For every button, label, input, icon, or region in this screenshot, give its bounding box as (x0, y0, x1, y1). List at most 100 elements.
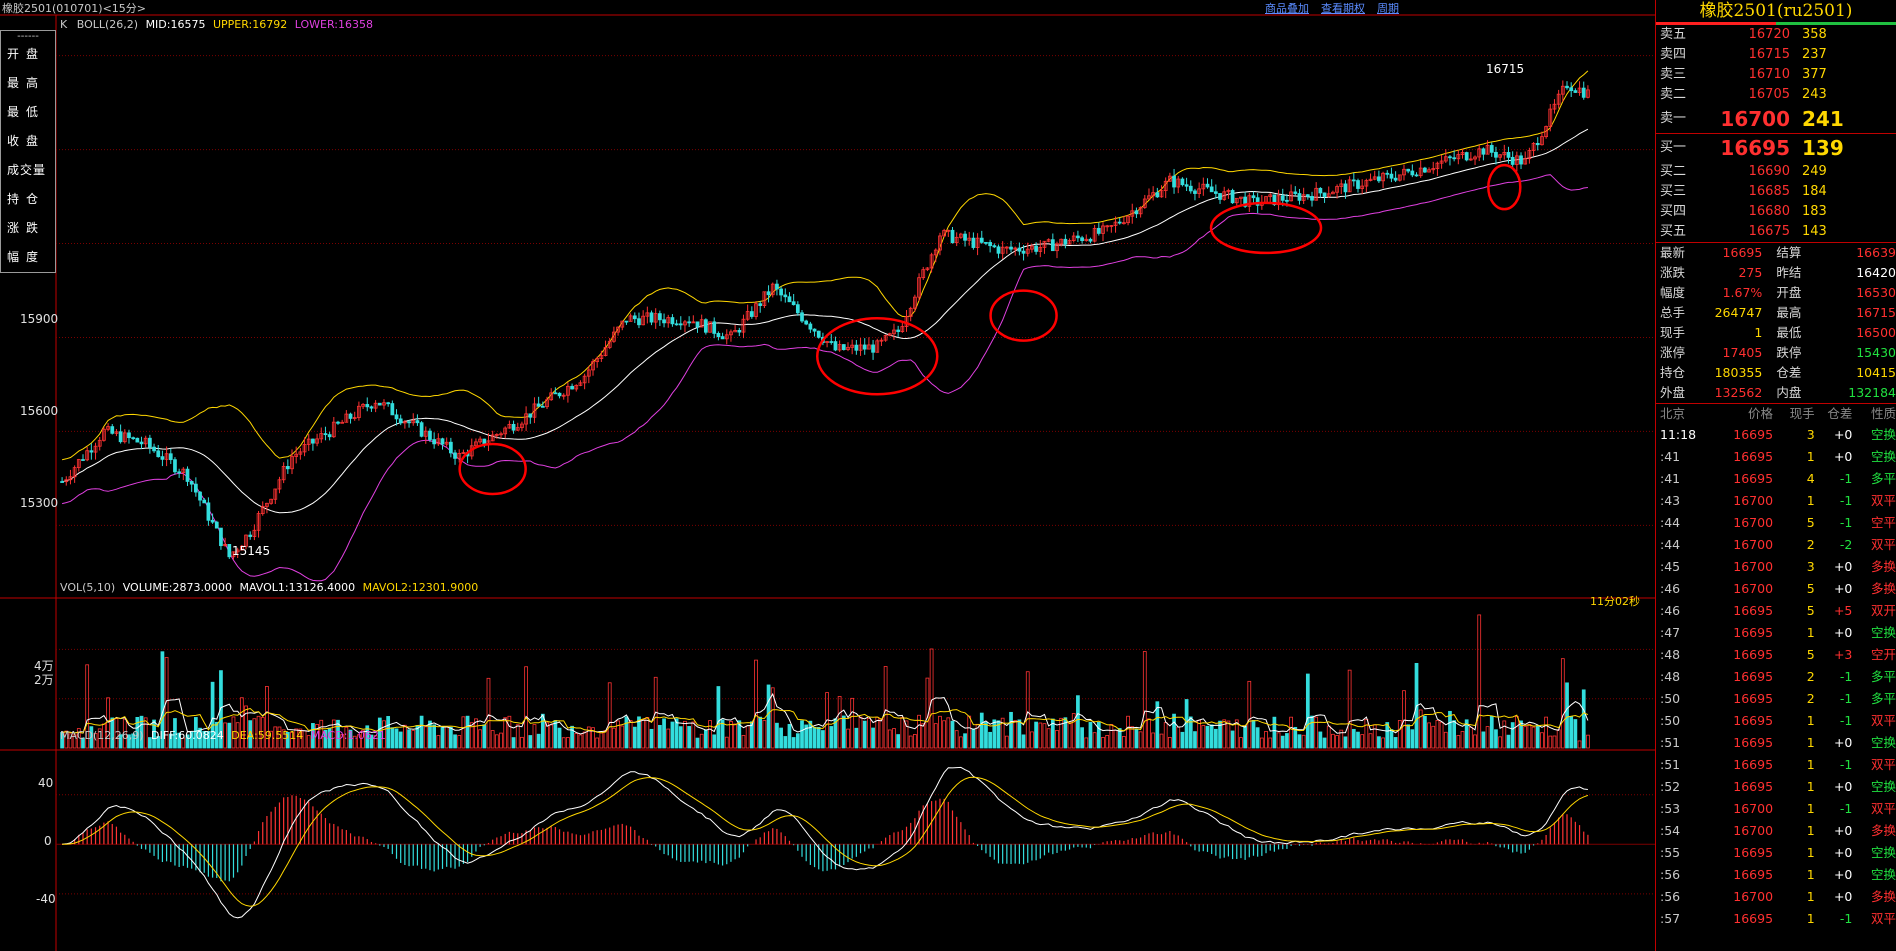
candle-body (1009, 246, 1013, 250)
volume-bar (695, 737, 700, 749)
tick-row[interactable]: :57 16695 1 -1 双平 (1656, 908, 1896, 930)
candle-body (515, 427, 520, 431)
candle-body (1059, 238, 1064, 245)
volume-bar (858, 716, 863, 749)
volume-bar (875, 716, 880, 749)
candle-body (290, 456, 294, 470)
tick-list[interactable]: 11:18 16695 3 +0 空换:41 16695 1 +0 空换:41 16695 4 -1 多… (1656, 424, 1896, 930)
candle-body (975, 237, 980, 248)
tick-row[interactable]: :44 16700 5 -1 空平 (1656, 512, 1896, 534)
stat-value: 10415 (1856, 365, 1896, 380)
tick-row[interactable]: :56 16700 1 +0 多换 (1656, 886, 1896, 908)
tick-row[interactable]: :46 16700 5 +0 多换 (1656, 578, 1896, 600)
bid-row[interactable]: 买二 16690 249 (1660, 164, 1827, 179)
volume-bar (1389, 729, 1394, 749)
tick-row[interactable]: :56 16695 1 +0 空换 (1656, 864, 1896, 886)
volume-bar (164, 657, 169, 749)
window-title: 橡胶2501(010701)<15分> (2, 2, 146, 15)
options-link[interactable]: 查看期权 (1321, 2, 1365, 15)
tick-row[interactable]: :53 16700 1 -1 双平 (1656, 798, 1896, 820)
candle-body (1130, 210, 1135, 217)
volume-bar (821, 730, 825, 749)
candle-body (1427, 169, 1431, 173)
volume-bar (1038, 722, 1043, 749)
tick-row[interactable]: :52 16695 1 +0 空换 (1656, 776, 1896, 798)
tick-row[interactable]: :51 16695 1 +0 空换 (1656, 732, 1896, 754)
tick-time: :41 (1660, 449, 1681, 464)
chart-canvas[interactable] (0, 0, 1655, 951)
stats-row: 幅度 1.67% 开盘 16530 (1656, 283, 1896, 303)
period-link[interactable]: 周期 (1377, 2, 1399, 15)
volume-bar (273, 726, 278, 749)
tick-oi-change: +0 (1833, 559, 1853, 574)
candle-body (160, 456, 165, 460)
candle-body (277, 479, 282, 490)
bid-row[interactable]: 买三 16685 184 (1660, 184, 1827, 199)
volume-bar (632, 726, 637, 749)
candle-body (60, 481, 64, 483)
stats-table: 最新 16695 结算 16639 涨跌 275 昨结 16420 幅度 1.67% 开盘 16530… (1656, 243, 1896, 403)
tick-row[interactable]: :50 16695 1 -1 双平 (1656, 710, 1896, 732)
info-oi-label: 持仓 (7, 192, 46, 206)
bid-row[interactable]: 买五 16675 143 (1660, 224, 1827, 239)
volume-bar (578, 734, 583, 749)
candle-body (227, 544, 232, 558)
tick-row[interactable]: :41 16695 4 -1 多平 (1656, 468, 1896, 490)
ask-row[interactable]: 卖三 16710 377 (1660, 67, 1827, 82)
volume-bar (478, 729, 482, 749)
bid-row-best[interactable]: 买一 16695 139 (1660, 136, 1844, 160)
tick-oi-change: -1 (1839, 669, 1853, 684)
tick-row[interactable]: :47 16695 1 +0 空换 (1656, 622, 1896, 644)
candle-body (156, 450, 161, 458)
tick-row[interactable]: :45 16700 3 +0 多换 (1656, 556, 1896, 578)
tick-row[interactable]: :48 16695 5 +3 空开 (1656, 644, 1896, 666)
candle-body (1168, 175, 1172, 182)
tick-row[interactable]: :48 16695 2 -1 多平 (1656, 666, 1896, 688)
candle-body (729, 331, 733, 336)
tick-row[interactable]: :44 16700 2 -2 双平 (1656, 534, 1896, 556)
tick-row[interactable]: :41 16695 1 +0 空换 (1656, 446, 1896, 468)
tick-row[interactable]: :50 16695 2 -1 多平 (1656, 688, 1896, 710)
tick-row[interactable]: :46 16695 5 +5 双开 (1656, 600, 1896, 622)
volume-bar (1473, 734, 1477, 749)
candle-body (879, 339, 884, 342)
chart-area[interactable]: 橡胶2501(010701)<15分> 商品叠加 查看期权 周期 ------ … (0, 0, 1655, 951)
tick-row[interactable]: 11:18 16695 3 +0 空换 (1656, 424, 1896, 446)
candle-body (1385, 172, 1390, 175)
candle-body (950, 229, 955, 244)
volume-bar (214, 721, 219, 749)
candle-body (1025, 248, 1030, 254)
volume-bar (499, 732, 503, 749)
overlay-link[interactable]: 商品叠加 (1265, 2, 1309, 15)
tick-row[interactable]: :51 16695 1 -1 双平 (1656, 754, 1896, 776)
candle-body (148, 437, 152, 448)
volume-bar (1406, 724, 1411, 749)
volume-bar (1510, 722, 1515, 749)
ask-row[interactable]: 卖四 16715 237 (1660, 47, 1827, 62)
candle-body (720, 336, 725, 340)
tick-type: 空换 (1870, 735, 1896, 750)
ask-row[interactable]: 卖二 16705 243 (1660, 87, 1827, 102)
candle-body (365, 404, 370, 408)
volume-bar (306, 735, 311, 749)
tick-row[interactable]: :54 16700 1 +0 多换 (1656, 820, 1896, 842)
volume-bar (127, 734, 131, 749)
candle-body (1000, 246, 1005, 254)
candle-body (369, 406, 374, 409)
tick-row[interactable]: :43 16700 1 -1 双平 (1656, 490, 1896, 512)
tick-row[interactable]: :55 16695 1 +0 空换 (1656, 842, 1896, 864)
volume-bar (357, 734, 361, 749)
tick-price: 16695 (1733, 757, 1774, 772)
ask-row[interactable]: 卖五 16720 358 (1660, 27, 1827, 42)
bid-row[interactable]: 买四 16680 183 (1660, 204, 1827, 219)
tick-time: :45 (1660, 559, 1681, 574)
ask-row-best[interactable]: 卖一 16700 241 (1660, 107, 1844, 131)
tick-volume: 3 (1806, 559, 1815, 574)
volume-bar (419, 715, 424, 749)
candle-body (716, 332, 721, 338)
candle-body (921, 269, 926, 279)
volume-bar (620, 725, 625, 749)
candle-body (81, 459, 85, 461)
volume-bar (97, 728, 102, 749)
tick-time: :50 (1660, 713, 1681, 728)
